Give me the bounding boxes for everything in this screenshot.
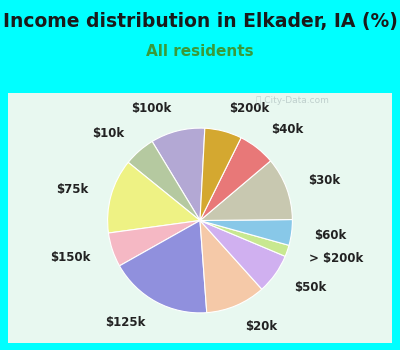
Wedge shape <box>120 220 207 313</box>
Text: All residents: All residents <box>146 44 254 59</box>
Text: $30k: $30k <box>308 174 340 187</box>
Wedge shape <box>200 220 285 289</box>
Wedge shape <box>200 220 289 256</box>
Text: $10k: $10k <box>92 127 124 140</box>
Wedge shape <box>200 138 270 220</box>
Text: $100k: $100k <box>132 102 172 115</box>
Wedge shape <box>200 128 241 220</box>
Text: Income distribution in Elkader, IA (%): Income distribution in Elkader, IA (%) <box>2 12 398 31</box>
Wedge shape <box>152 128 205 220</box>
Text: > $200k: > $200k <box>309 252 363 265</box>
Text: $40k: $40k <box>271 123 304 136</box>
Wedge shape <box>108 220 200 266</box>
Text: $150k: $150k <box>50 251 90 264</box>
Wedge shape <box>200 220 262 313</box>
Text: ⓘ City-Data.com: ⓘ City-Data.com <box>256 96 328 105</box>
Text: $50k: $50k <box>294 281 326 294</box>
Wedge shape <box>128 141 200 220</box>
Wedge shape <box>108 162 200 233</box>
Text: $125k: $125k <box>105 316 146 329</box>
Wedge shape <box>200 161 292 220</box>
Text: $60k: $60k <box>314 229 347 242</box>
Text: $75k: $75k <box>56 183 89 196</box>
Wedge shape <box>200 219 292 245</box>
Text: $200k: $200k <box>229 102 270 115</box>
Text: $20k: $20k <box>245 320 278 333</box>
